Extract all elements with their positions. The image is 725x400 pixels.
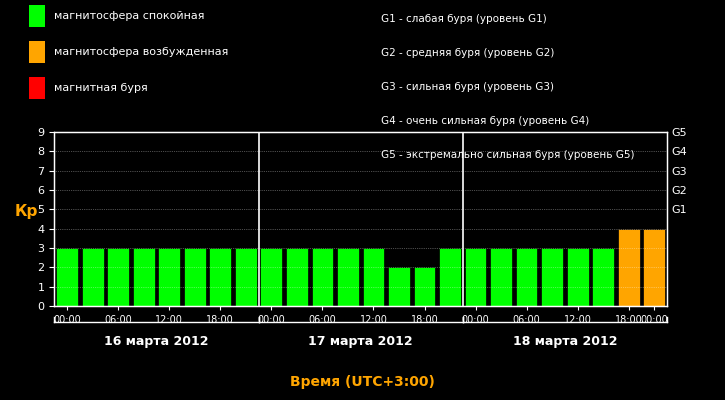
Bar <box>643 229 665 306</box>
Text: G1 - слабая буря (уровень G1): G1 - слабая буря (уровень G1) <box>381 14 547 24</box>
Bar <box>235 248 257 306</box>
Text: G3 - сильная буря (уровень G3): G3 - сильная буря (уровень G3) <box>381 82 554 92</box>
Bar <box>362 248 384 306</box>
Text: G5 - экстремально сильная буря (уровень G5): G5 - экстремально сильная буря (уровень … <box>381 150 634 160</box>
Bar <box>57 248 78 306</box>
Bar <box>592 248 614 306</box>
Bar <box>133 248 154 306</box>
Bar <box>618 229 639 306</box>
Bar <box>567 248 589 306</box>
Bar <box>337 248 359 306</box>
Bar <box>210 248 231 306</box>
Y-axis label: Кр: Кр <box>15 204 38 219</box>
Text: Время (UTC+3:00): Время (UTC+3:00) <box>290 375 435 389</box>
Bar <box>515 248 537 306</box>
Bar <box>260 248 282 306</box>
Bar <box>286 248 307 306</box>
Text: магнитосфера возбужденная: магнитосфера возбужденная <box>54 47 228 57</box>
Text: 17 марта 2012: 17 марта 2012 <box>308 336 413 348</box>
Text: магнитосфера спокойная: магнитосфера спокойная <box>54 11 204 21</box>
Bar <box>465 248 486 306</box>
Bar <box>158 248 180 306</box>
Text: G2 - средняя буря (уровень G2): G2 - средняя буря (уровень G2) <box>381 48 554 58</box>
Bar <box>414 267 435 306</box>
Text: 18 марта 2012: 18 марта 2012 <box>513 336 617 348</box>
Bar <box>490 248 512 306</box>
Bar <box>82 248 104 306</box>
Text: G4 - очень сильная буря (уровень G4): G4 - очень сильная буря (уровень G4) <box>381 116 589 126</box>
Text: магнитная буря: магнитная буря <box>54 83 147 93</box>
Bar <box>542 248 563 306</box>
Bar <box>388 267 410 306</box>
Text: 16 марта 2012: 16 марта 2012 <box>104 336 209 348</box>
Bar <box>184 248 206 306</box>
Bar <box>669 248 691 306</box>
Bar <box>107 248 129 306</box>
Bar <box>312 248 334 306</box>
Bar <box>439 248 461 306</box>
